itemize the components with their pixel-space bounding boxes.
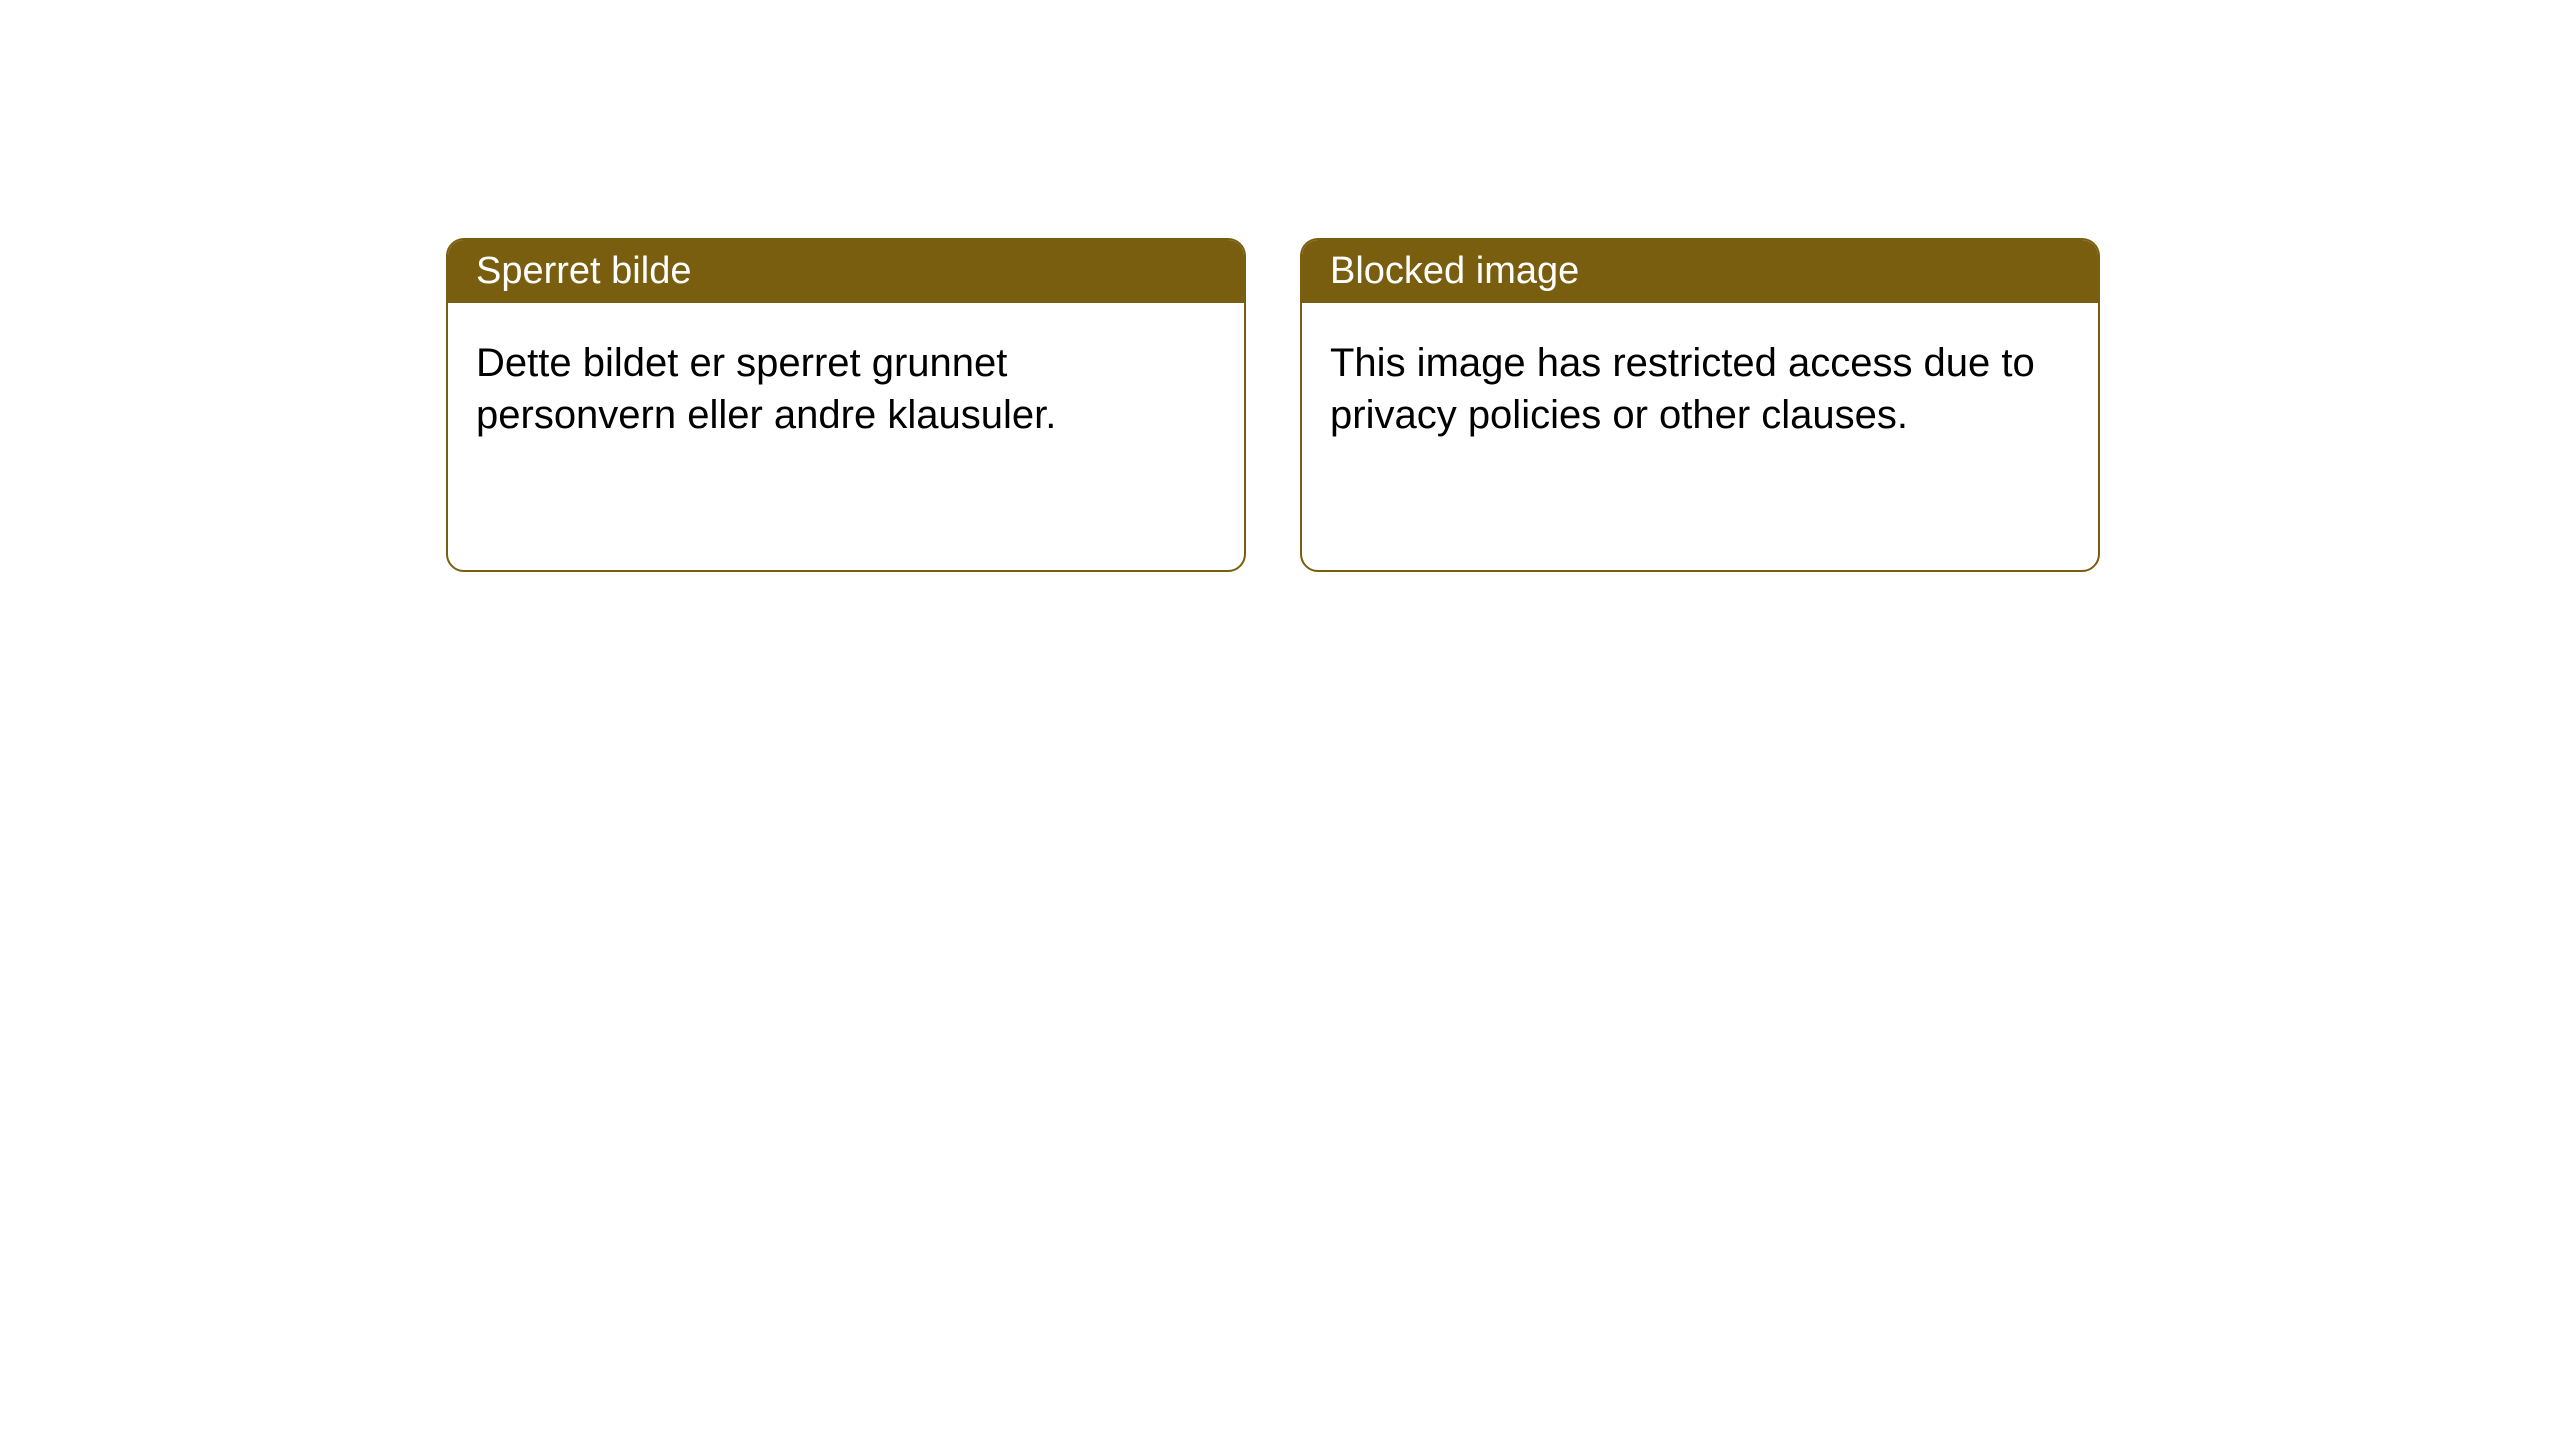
blocked-image-card-en: Blocked image This image has restricted …	[1300, 238, 2100, 572]
cards-container: Sperret bilde Dette bildet er sperret gr…	[0, 0, 2560, 572]
blocked-image-card-nb: Sperret bilde Dette bildet er sperret gr…	[446, 238, 1246, 572]
card-body-en: This image has restricted access due to …	[1302, 303, 2098, 475]
card-header-nb: Sperret bilde	[448, 240, 1244, 303]
card-body-nb: Dette bildet er sperret grunnet personve…	[448, 303, 1244, 475]
card-header-en: Blocked image	[1302, 240, 2098, 303]
